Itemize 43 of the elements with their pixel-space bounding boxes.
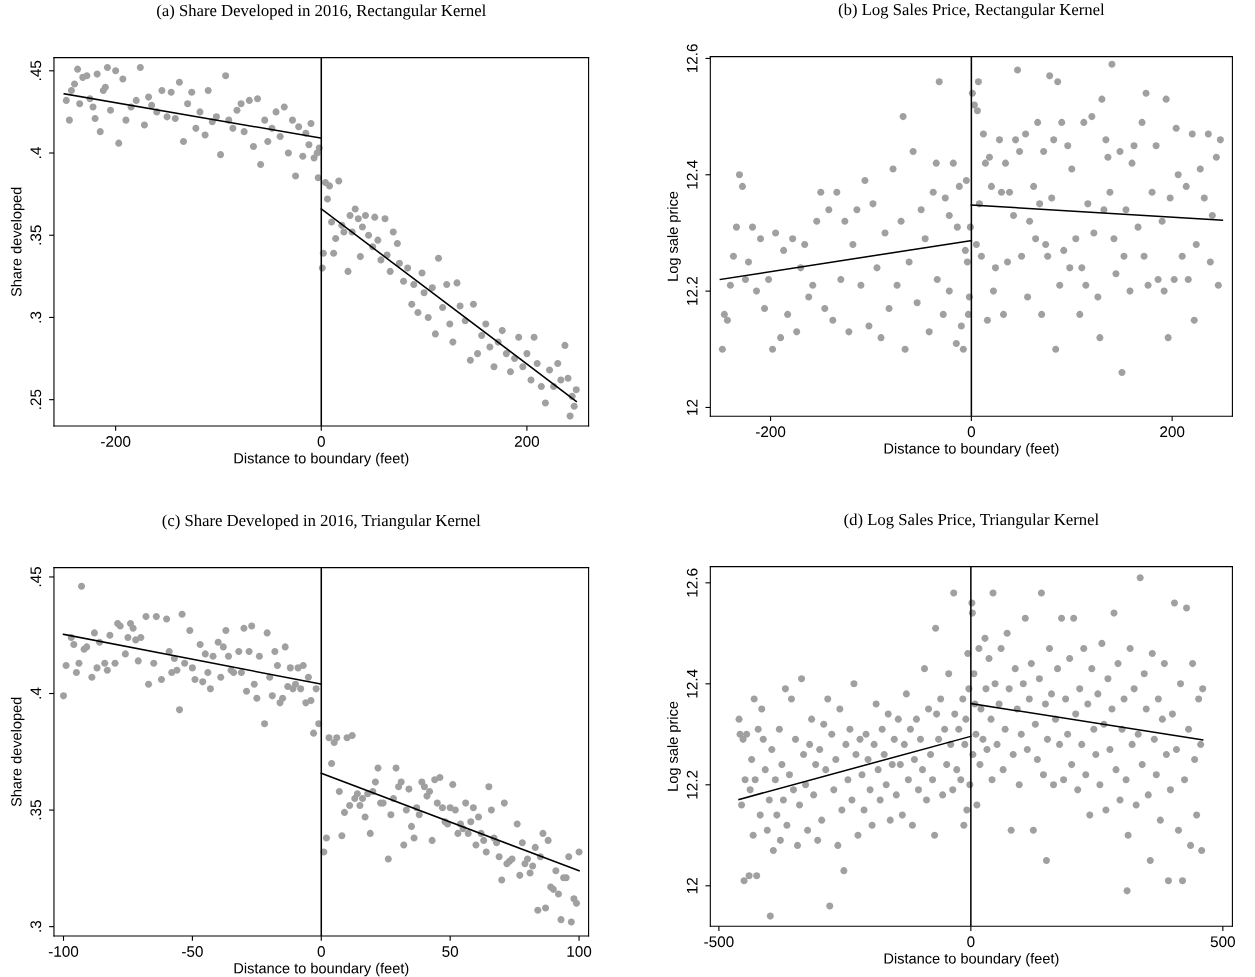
x-tick-label: -200 [755, 426, 786, 438]
y-tick-label: 12 [686, 878, 698, 894]
y-axis-title: Share developed [10, 187, 25, 297]
y-tick-label: .4 [30, 147, 42, 158]
x-tick-label: 0 [317, 436, 325, 447]
x-tick-label: 200 [514, 436, 540, 447]
y-tick-label: 12.2 [686, 277, 698, 305]
y-tick-label: .45 [30, 60, 42, 81]
x-tick-label: 0 [967, 426, 976, 438]
x-tick-label: 500 [1210, 936, 1235, 948]
y-axis-title: Share developed [10, 697, 25, 807]
x-tick-label: -50 [182, 946, 203, 957]
x-tick-label: 0 [317, 946, 325, 957]
chart-title: (c) Share Developed in 2016, Triangular Kernel [162, 514, 481, 530]
y-tick-label: .25 [30, 389, 42, 409]
y-tick-label: 12.4 [686, 160, 698, 189]
y-axis-title: Log sale price [667, 701, 681, 791]
y-tick-label: 12.2 [686, 770, 698, 799]
y-tick-label: 12.6 [686, 568, 698, 597]
x-tick-label: -500 [704, 936, 734, 948]
y-tick-label: .4 [30, 687, 42, 699]
x-axis-title: Distance to boundary (feet) [884, 442, 1059, 457]
x-tick-label: 50 [442, 946, 459, 957]
y-tick-label: .35 [30, 225, 42, 245]
y-tick-label: 12 [686, 399, 698, 415]
x-tick-label: -100 [48, 946, 79, 957]
chart-title: (a) Share Developed in 2016, Rectangular Kernel [157, 4, 486, 20]
x-tick-label: 200 [1160, 426, 1185, 438]
x-tick-label: -200 [101, 436, 131, 447]
x-axis-title: Distance to boundary (feet) [234, 452, 409, 467]
x-tick-label: 100 [567, 946, 592, 957]
chart-title: (b) Log Sales Price, Rectangular Kernel [838, 3, 1105, 19]
chart-title: (d) Log Sales Price, Triangular Kernel [844, 513, 1099, 529]
y-tick-label: .3 [30, 920, 42, 932]
x-axis-title: Distance to boundary (feet) [234, 962, 409, 977]
x-tick-label: 0 [967, 936, 975, 948]
y-tick-label: .3 [30, 311, 42, 323]
y-tick-label: 12.4 [686, 669, 698, 698]
y-tick-label: .35 [30, 800, 42, 820]
y-tick-label: .45 [30, 566, 42, 587]
x-axis-title: Distance to boundary (feet) [884, 952, 1059, 967]
y-axis-title: Log sale price [667, 191, 681, 281]
y-tick-label: 12.6 [686, 44, 698, 73]
